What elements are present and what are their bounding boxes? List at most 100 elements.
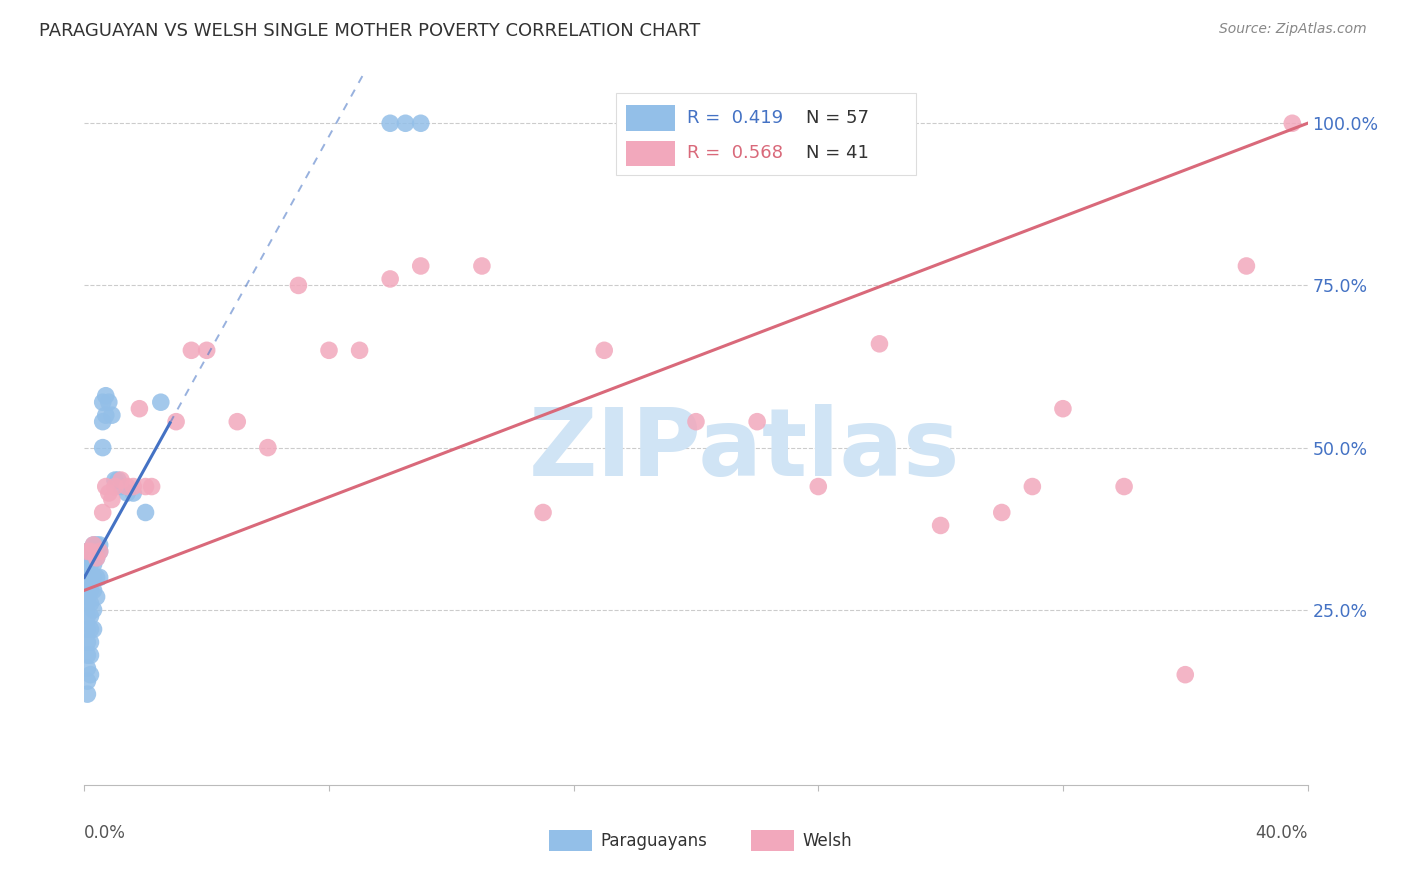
Point <box>76 564 98 578</box>
Text: Source: ZipAtlas.com: Source: ZipAtlas.com <box>1219 22 1367 37</box>
Point <box>991 506 1014 520</box>
Point <box>76 590 98 604</box>
Point <box>76 609 98 624</box>
Point <box>122 479 145 493</box>
Point <box>76 583 98 598</box>
Point <box>149 395 172 409</box>
Point <box>91 441 114 455</box>
Point <box>165 415 187 429</box>
Point <box>76 661 98 675</box>
Point <box>83 570 105 584</box>
FancyBboxPatch shape <box>751 830 794 851</box>
Text: ZIPatlas: ZIPatlas <box>529 403 960 496</box>
Point <box>79 544 101 558</box>
Point <box>929 518 952 533</box>
Point <box>79 570 101 584</box>
Point <box>86 538 108 552</box>
Point <box>79 550 101 565</box>
Point <box>685 415 707 429</box>
Point <box>89 544 111 558</box>
Point <box>86 590 108 604</box>
Text: R =  0.419: R = 0.419 <box>688 109 783 127</box>
Point <box>76 596 98 610</box>
Point <box>107 473 129 487</box>
Text: R =  0.568: R = 0.568 <box>688 145 783 162</box>
Point <box>115 479 138 493</box>
Point <box>94 389 117 403</box>
Point <box>76 550 98 565</box>
Point <box>76 648 98 663</box>
Text: 40.0%: 40.0% <box>1256 824 1308 842</box>
Point <box>76 674 98 689</box>
Point <box>76 570 98 584</box>
Point <box>79 596 101 610</box>
Point <box>83 583 105 598</box>
Point <box>807 479 830 493</box>
Point <box>349 343 371 358</box>
Point <box>83 622 105 636</box>
Point <box>86 550 108 565</box>
Point <box>83 544 105 558</box>
Point <box>394 116 416 130</box>
Point <box>76 558 98 572</box>
Point <box>91 506 114 520</box>
Point <box>76 687 98 701</box>
Point <box>104 479 127 493</box>
Point <box>79 544 101 558</box>
Point <box>83 558 105 572</box>
Point <box>195 343 218 358</box>
Point <box>1052 401 1074 416</box>
Point <box>409 116 432 130</box>
Point <box>257 441 280 455</box>
Point <box>122 486 145 500</box>
Point <box>101 408 124 422</box>
Point <box>135 506 157 520</box>
Point <box>79 635 101 649</box>
Point <box>1021 479 1043 493</box>
Point <box>91 415 114 429</box>
Point <box>226 415 249 429</box>
Point <box>76 544 98 558</box>
Text: PARAGUAYAN VS WELSH SINGLE MOTHER POVERTY CORRELATION CHART: PARAGUAYAN VS WELSH SINGLE MOTHER POVERT… <box>39 22 700 40</box>
Point <box>79 648 101 663</box>
Point <box>180 343 202 358</box>
FancyBboxPatch shape <box>626 105 675 130</box>
FancyBboxPatch shape <box>550 830 592 851</box>
Point <box>89 570 111 584</box>
Point <box>86 550 108 565</box>
Point <box>79 609 101 624</box>
Text: 0.0%: 0.0% <box>84 824 127 842</box>
Point <box>97 395 120 409</box>
Point <box>94 479 117 493</box>
Point <box>380 272 402 286</box>
Point <box>1114 479 1136 493</box>
Point <box>110 473 132 487</box>
Point <box>79 583 101 598</box>
Point <box>89 538 111 552</box>
Point <box>471 259 494 273</box>
Point <box>380 116 402 130</box>
Point <box>86 570 108 584</box>
Point <box>1174 667 1197 681</box>
Point <box>94 408 117 422</box>
Text: N = 41: N = 41 <box>806 145 869 162</box>
Point <box>287 278 309 293</box>
Point <box>83 538 105 552</box>
Point <box>115 486 138 500</box>
Point <box>79 558 101 572</box>
Point <box>531 506 554 520</box>
Point <box>128 401 150 416</box>
Point <box>110 479 132 493</box>
FancyBboxPatch shape <box>616 93 917 175</box>
Point <box>135 479 157 493</box>
Point <box>91 395 114 409</box>
Point <box>101 492 124 507</box>
Point <box>79 667 101 681</box>
FancyBboxPatch shape <box>626 141 675 166</box>
Point <box>1281 116 1303 130</box>
Point <box>747 415 769 429</box>
Point <box>1236 259 1258 273</box>
Point <box>89 544 111 558</box>
Point <box>83 538 105 552</box>
Point <box>869 336 891 351</box>
